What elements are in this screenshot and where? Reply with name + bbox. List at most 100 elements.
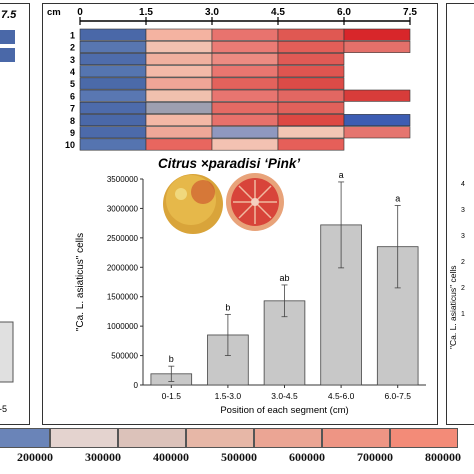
heatmap-rows: 1 2 3 4 5 6 7 8 9 10: [65, 28, 411, 151]
heatmap-tick-label: 3.0: [205, 7, 219, 18]
legend-swatch: [390, 428, 458, 448]
heatmap-cell: [343, 40, 411, 53]
bar-chart: "Ca. L. asiaticus" cells Position of eac…: [75, 170, 426, 416]
heatmap-cell: [211, 77, 279, 90]
heatmap-cell: [145, 101, 213, 114]
heatmap-cell: [211, 138, 279, 151]
heatmap-cell: [277, 40, 345, 53]
chart-ytick-label: 2500000: [107, 234, 139, 243]
grapefruit-whole-image: [163, 174, 223, 234]
heatmap-cell: [277, 114, 345, 127]
heatmap-cell: [277, 65, 345, 78]
heatmap-cell: [145, 114, 213, 127]
heatmap-cell: [277, 89, 345, 102]
right-ytick: 4: [461, 181, 465, 188]
heatmap-unit-label: cm: [47, 7, 61, 18]
heatmap-cell: [145, 40, 213, 53]
main-figure: cm 0 1.5 3.0 4.5 6.0 7.5 1 2 3 4 5 6 7 8 9 10 Citrus ×…: [47, 7, 426, 416]
right-ytick: 2: [461, 259, 465, 266]
heatmap-cell: [79, 40, 147, 53]
heatmap-row-label: 8: [70, 116, 75, 126]
heatmap-cell: [343, 28, 411, 41]
heatmap-cell: [277, 101, 345, 114]
chart-significance-letter: ab: [279, 273, 289, 283]
heatmap-row-label: 10: [65, 140, 75, 150]
legend-label: 200000: [17, 450, 53, 464]
heatmap-tick-label: 1.5: [139, 7, 153, 18]
right-ylabel: "Ca. L. asiaticus" cells: [448, 265, 458, 349]
right-ytick: 3: [461, 207, 465, 214]
legend-label: 600000: [289, 450, 325, 464]
right-ytick: 1: [461, 311, 465, 318]
heatmap-cell: [79, 53, 147, 66]
heatmap-cell: [211, 89, 279, 102]
heatmap-cell: [343, 126, 411, 139]
legend-swatch: [186, 428, 254, 448]
legend-swatch: [322, 428, 390, 448]
chart-significance-letter: a: [395, 193, 400, 203]
heatmap-cell: [211, 114, 279, 127]
heatmap-cell: [79, 101, 147, 114]
grapefruit-cut-image: [226, 173, 284, 231]
left-panel: 7.5 -5: [0, 3, 30, 425]
color-legend: 200000 300000 400000 500000 600000 700000 8000…: [0, 428, 474, 474]
heatmap-row-label: 9: [70, 128, 75, 138]
chart-ytick-label: 0: [134, 381, 139, 390]
legend-label: 800000: [425, 450, 461, 464]
heatmap-cell: [79, 138, 147, 151]
main-panel: cm 0 1.5 3.0 4.5 6.0 7.5 1 2 3 4 5 6 7 8 9 10 Citrus ×…: [42, 3, 438, 425]
left-tick-label: 7.5: [1, 9, 17, 21]
left-heat-cell: [0, 30, 15, 44]
chart-ytick-label: 500000: [111, 352, 138, 361]
legend-swatch: [254, 428, 322, 448]
heatmap-axis: 0 1.5 3.0 4.5 6.0 7.5: [77, 7, 417, 25]
heatmap-cell: [79, 114, 147, 127]
heatmap-cell: [211, 28, 279, 41]
heatmap-tick-label: 7.5: [403, 7, 417, 18]
right-panel: 4 3 3 2 2 1 "Ca. L. asiaticus" cells: [446, 3, 474, 425]
heatmap-row-label: 5: [70, 79, 75, 89]
heatmap-cell: [145, 126, 213, 139]
legend-swatch: [118, 428, 186, 448]
heatmap-row-label: 7: [70, 104, 75, 114]
right-ytick: 3: [461, 233, 465, 240]
left-bottom-tick: -5: [0, 404, 7, 414]
heatmap-tick-label: 0: [77, 7, 83, 18]
heatmap-cell: [211, 53, 279, 66]
legend-swatch: [0, 428, 50, 448]
heatmap-cell: [145, 53, 213, 66]
chart-ytick-label: 1500000: [107, 293, 139, 302]
heatmap-cell: [145, 77, 213, 90]
heatmap-cell: [145, 65, 213, 78]
heatmap-cell: [79, 126, 147, 139]
heatmap-cell: [145, 89, 213, 102]
right-ytick: 2: [461, 285, 465, 292]
chart-significance-letter: a: [339, 170, 344, 180]
heatmap-cell: [343, 89, 411, 102]
legend-label: 700000: [357, 450, 393, 464]
heatmap-cell: [211, 126, 279, 139]
legend-label: 400000: [153, 450, 189, 464]
heatmap-cell: [211, 65, 279, 78]
right-panel-graphic: 4 3 3 2 2 1 "Ca. L. asiaticus" cells: [448, 181, 465, 349]
heatmap-cell: [145, 138, 213, 151]
chart-xtick-label: 1.5-3.0: [215, 391, 242, 401]
heatmap-title: Citrus ×paradisi ‘Pink’: [158, 156, 300, 171]
heatmap-row-label: 6: [70, 91, 75, 101]
chart-ytick-label: 3500000: [107, 175, 139, 184]
chart-ylabel: "Ca. L. asiaticus" cells: [75, 233, 86, 331]
chart-ytick-label: 1000000: [107, 322, 139, 331]
heatmap-cell: [145, 28, 213, 41]
chart-xtick-label: 4.5-6.0: [328, 391, 355, 401]
heatmap-row-label: 1: [70, 30, 75, 40]
heatmap-cell: [79, 89, 147, 102]
heatmap-row-label: 4: [70, 67, 75, 77]
legend-label: 500000: [221, 450, 257, 464]
legend-swatch: [50, 428, 118, 448]
heatmap-cell: [277, 53, 345, 66]
chart-significance-letter: b: [169, 354, 174, 364]
chart-xtick-label: 3.0-4.5: [271, 391, 298, 401]
heatmap-cell: [79, 65, 147, 78]
heatmap-cell: [277, 28, 345, 41]
heatmap-cell: [211, 101, 279, 114]
